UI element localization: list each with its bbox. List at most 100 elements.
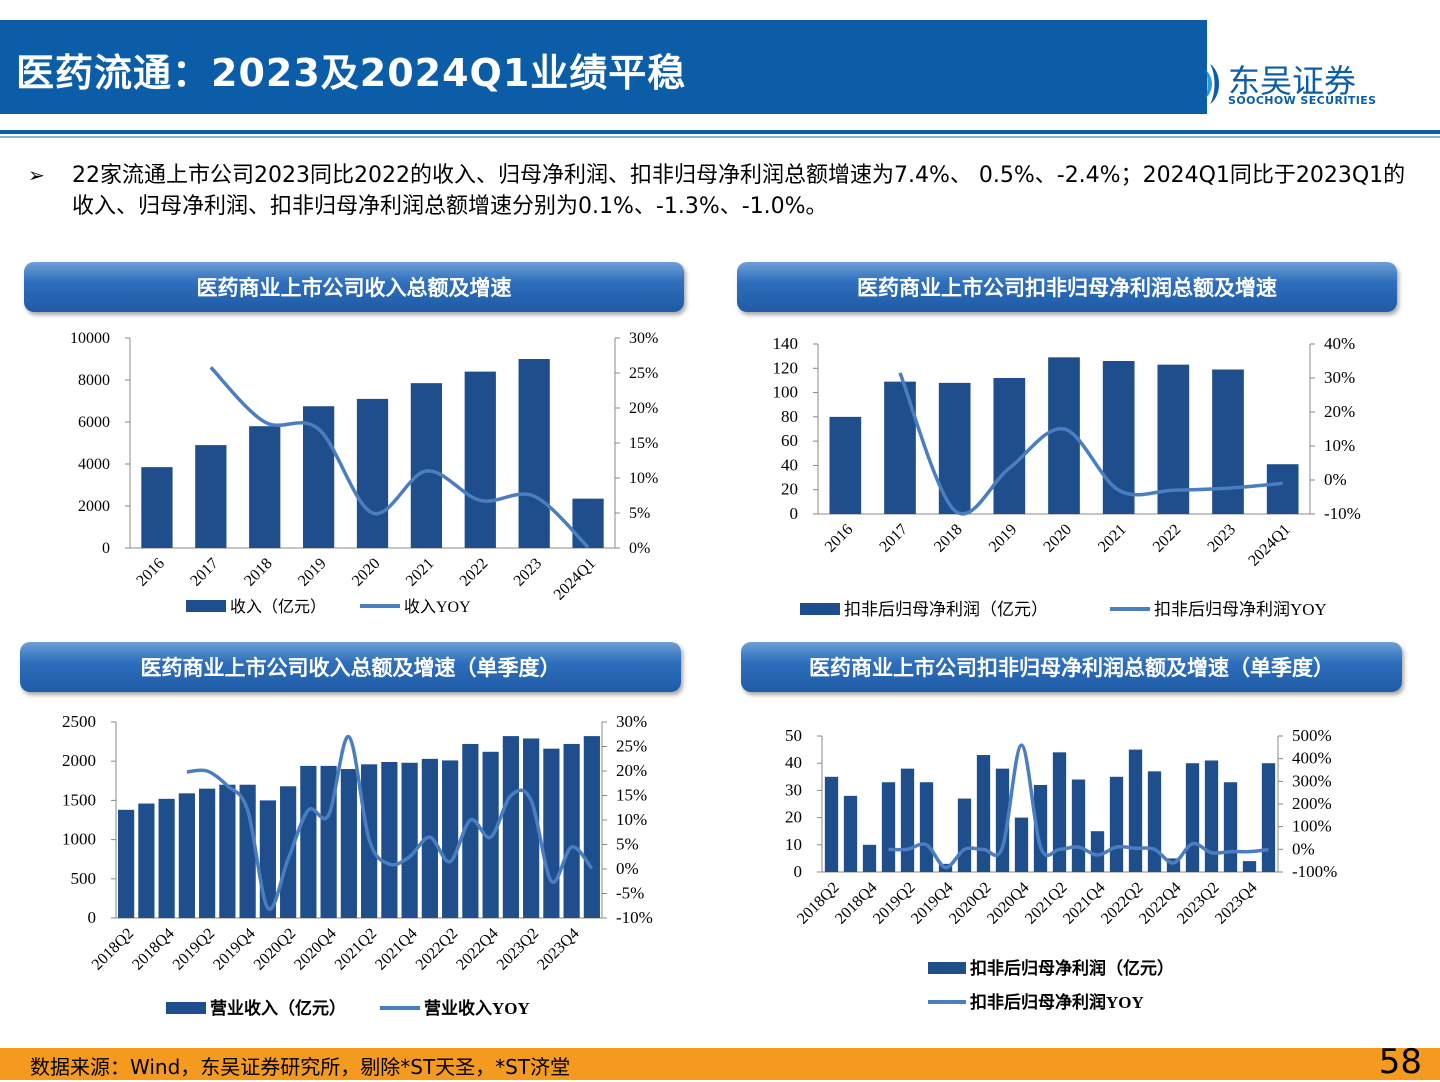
y-left-tick-label: 0 bbox=[794, 862, 803, 881]
chart-profit-annual: 0 20 40 60 80 100 120 140 -10% 0% 10% 20% 30% 40% 2016… bbox=[720, 318, 1440, 630]
bar bbox=[523, 738, 540, 918]
bar bbox=[138, 803, 155, 918]
y-right-tick-label: 20% bbox=[1324, 402, 1355, 421]
legend-label: 扣非后归母净利润YOY bbox=[1154, 600, 1327, 619]
y-left-tick-label: 60 bbox=[781, 431, 798, 450]
x-tick-label: 2022Q2 bbox=[1098, 879, 1146, 927]
x-tick-label: 2023Q2 bbox=[494, 925, 542, 973]
bar bbox=[300, 765, 317, 918]
x-tick-label: 2023 bbox=[511, 555, 546, 590]
x-tick-label: 2017 bbox=[876, 521, 911, 556]
logo-en-text: SOOCHOW SECURITIES bbox=[1228, 94, 1377, 107]
y-left-tick-label: 40 bbox=[781, 455, 798, 474]
y-right-tick-label: 400% bbox=[1292, 749, 1332, 768]
page-number: 58 bbox=[1378, 1042, 1422, 1082]
x-tick-label: 2019 bbox=[986, 521, 1021, 556]
x-tick-label: 2021 bbox=[403, 555, 438, 590]
y-right-tick-label: 30% bbox=[616, 712, 647, 731]
x-tick-label: 2020 bbox=[349, 555, 384, 590]
x-tick-label: 2018 bbox=[241, 555, 276, 590]
yoy-line bbox=[888, 743, 1269, 870]
legend-label: 营业收入YOY bbox=[424, 998, 530, 1018]
brand-logo: 东吴证券 SOOCHOW SECURITIES bbox=[1196, 56, 1436, 116]
y-right-tick-label: -100% bbox=[1292, 862, 1337, 881]
y-right-tick-label: -10% bbox=[1324, 504, 1361, 523]
bar bbox=[356, 398, 389, 548]
y-right-tick-label: 0% bbox=[1324, 470, 1347, 489]
y-right-tick-label: 20% bbox=[629, 400, 658, 417]
chart-profit-quarterly-svg: 0 10 20 30 40 50 -100% 0% 100% 200% 300% 400% 500% 20… bbox=[785, 726, 1337, 1012]
y-right-tick-label: 15% bbox=[629, 435, 658, 452]
bullet-arrow-icon: ➢ bbox=[28, 163, 45, 187]
chart-profit-quarterly: 0 10 20 30 40 50 -100% 0% 100% 200% 300% 400% 500% 20… bbox=[720, 700, 1440, 1040]
bar bbox=[518, 359, 550, 548]
bar bbox=[919, 782, 934, 872]
y-right-tick-label: 25% bbox=[616, 737, 647, 756]
bar bbox=[1185, 763, 1200, 872]
x-tick-label: 2022 bbox=[457, 555, 492, 590]
summary-text: 22家流通上市公司2023同比2022的收入、归母净利润、扣非归母净利润总额增速… bbox=[72, 163, 1406, 219]
y-left-tick-label: 120 bbox=[773, 358, 799, 377]
chart-revenue-annual: 0 2000 4000 6000 8000 10000 0% 5% 10% 15% 20% 25% 30… bbox=[0, 318, 720, 630]
legend-bar-swatch bbox=[800, 603, 840, 615]
x-tick-label: 2023Q4 bbox=[1212, 879, 1260, 927]
page-title: 医药流通：2023及2024Q1业绩平稳 bbox=[16, 51, 687, 95]
y-right-tick-label: 0% bbox=[629, 540, 650, 557]
y-left-tick-label: 0 bbox=[790, 504, 799, 523]
x-tick-label: 2024Q1 bbox=[1245, 521, 1293, 569]
bar bbox=[976, 755, 991, 872]
y-left-tick-label: 20 bbox=[781, 480, 798, 499]
y-left-tick-label: 0 bbox=[88, 908, 97, 927]
bar bbox=[141, 467, 173, 548]
bar bbox=[563, 743, 580, 918]
y-left-tick-label: 8000 bbox=[78, 372, 110, 389]
legend-label: 扣非后归母净利润（亿元） bbox=[844, 600, 1048, 619]
x-tick-label: 2024Q1 bbox=[551, 555, 599, 603]
x-tick-label: 2022 bbox=[1150, 521, 1185, 556]
bar bbox=[1261, 763, 1276, 872]
bar bbox=[158, 798, 175, 918]
bar bbox=[993, 378, 1026, 514]
bar bbox=[239, 784, 256, 918]
x-tick-label: 2020Q2 bbox=[251, 925, 299, 973]
y-left-tick-label: 80 bbox=[781, 407, 798, 426]
legend-bar-swatch bbox=[186, 600, 226, 612]
legend-label: 营业收入（亿元） bbox=[210, 998, 346, 1018]
x-tick-label: 2022Q4 bbox=[453, 925, 501, 973]
bar bbox=[1212, 369, 1244, 514]
y-right-tick-label: 5% bbox=[616, 835, 639, 854]
bar bbox=[1242, 861, 1257, 872]
bar bbox=[881, 782, 896, 872]
bar bbox=[1071, 779, 1086, 872]
bar bbox=[1204, 760, 1219, 872]
bar bbox=[583, 736, 600, 918]
bar bbox=[572, 498, 604, 548]
bar bbox=[442, 760, 459, 918]
x-tick-label: 2018Q4 bbox=[129, 925, 177, 973]
y-left-tick-label: 2500 bbox=[62, 712, 96, 731]
x-tick-label: 2022Q4 bbox=[1136, 879, 1184, 927]
y-right-tick-label: 40% bbox=[1324, 334, 1355, 353]
yoy-line bbox=[209, 366, 590, 549]
y-right-tick-label: 0% bbox=[616, 859, 639, 878]
y-right-tick-label: 30% bbox=[629, 330, 658, 347]
x-tick-label: 2019Q2 bbox=[170, 925, 218, 973]
bar bbox=[410, 383, 443, 548]
legend-bar-swatch bbox=[928, 962, 966, 974]
bar bbox=[280, 786, 297, 918]
x-tick-label: 2018Q2 bbox=[89, 925, 137, 973]
legend-label: 扣非后归母净利润YOY bbox=[970, 992, 1144, 1012]
y-left-tick-label: 2000 bbox=[78, 498, 110, 515]
y-right-tick-label: 100% bbox=[1292, 817, 1332, 836]
logo-mark-icon bbox=[1206, 64, 1219, 104]
y-left-tick-label: 100 bbox=[773, 383, 799, 402]
x-tick-label: 2021Q2 bbox=[1022, 879, 1070, 927]
legend-bar-swatch bbox=[166, 1002, 206, 1014]
bar bbox=[401, 762, 418, 918]
bar bbox=[957, 798, 972, 872]
chart4-title: 医药商业上市公司扣非归母净利润总额及增速（单季度） bbox=[741, 642, 1402, 692]
x-tick-label: 2019 bbox=[295, 555, 330, 590]
bar bbox=[1109, 776, 1124, 872]
bar bbox=[340, 769, 357, 918]
header-rule-thin bbox=[0, 136, 1440, 138]
